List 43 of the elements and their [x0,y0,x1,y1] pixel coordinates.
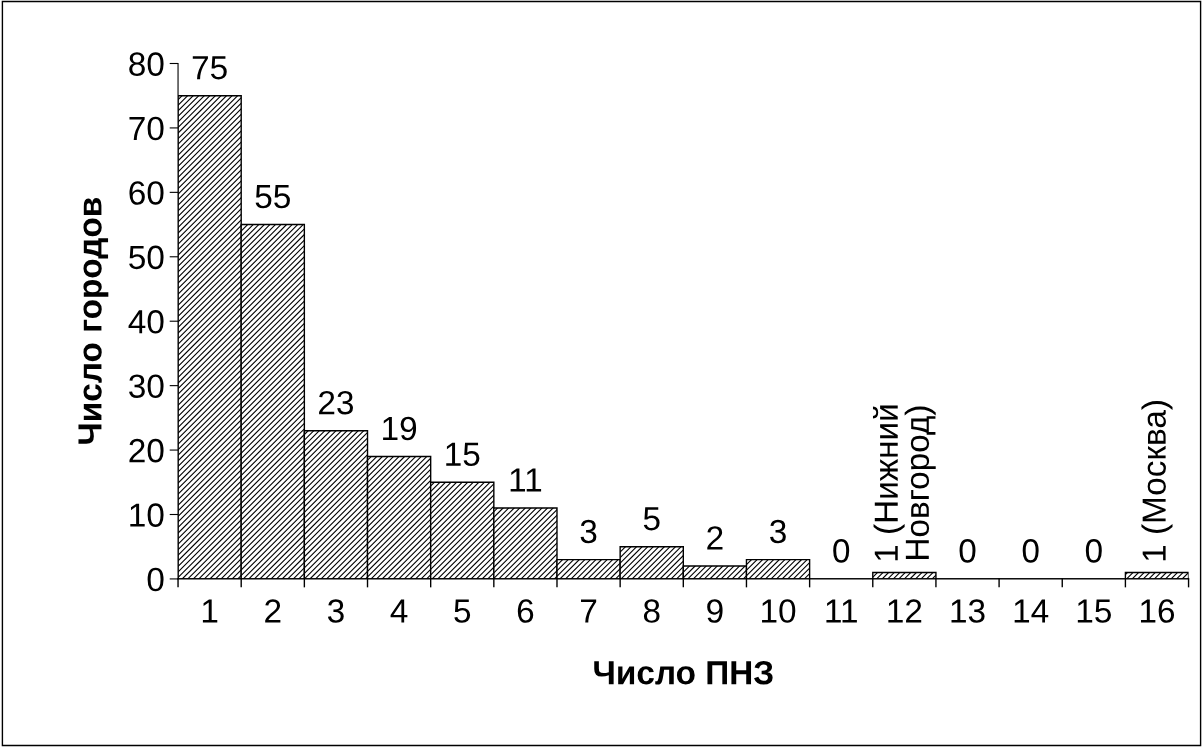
x-tick-label: 9 [707,599,723,623]
x-tick-label: 4 [390,599,408,623]
y-tick-label: 30 [129,374,164,399]
x-tick-label: 1 [202,599,218,623]
data-label: 0 [1022,539,1039,563]
data-label: 23 [319,390,354,415]
y-tick-label: 20 [129,438,164,463]
x-tick-label: 11 [826,599,857,623]
y-tick-label: 0 [147,567,164,592]
y-tick-label: 60 [129,181,164,205]
data-label: 19 [383,416,417,441]
data-label: 11 [510,468,542,492]
x-tick-label: 8 [643,599,660,623]
data-label: 5 [643,507,660,531]
x-tick-label: 12 [888,599,922,623]
y-tick-label: 80 [129,52,164,76]
data-label: 0 [959,539,976,563]
y-tick-label: 10 [130,503,164,527]
x-axis-title: Число ПНЗ [594,660,773,685]
x-tick-label: 10 [762,599,796,623]
x-tick-label: 13 [951,599,985,623]
data-label: 1 (Нижний Новгород) [872,405,936,561]
y-axis-title: Число городов [78,198,109,444]
data-label: 55 [255,185,290,209]
data-label: 3 [580,519,597,544]
x-tick-label: 7 [581,599,597,623]
x-tick-label: 5 [454,599,471,623]
data-label: 1 (Москва) [1141,401,1173,561]
x-tick-label: 6 [517,599,534,623]
x-tick-label: 16 [1140,599,1175,623]
y-tick-label: 50 [129,245,164,270]
y-tick-label: 70 [129,116,164,141]
data-label: 15 [446,442,480,467]
x-tick-label: 15 [1077,599,1111,623]
data-label: 2 [707,526,723,550]
data-label: 3 [770,519,786,544]
x-tick-label: 14 [1014,599,1049,623]
x-tick-label: 3 [327,599,344,623]
x-tick-label: 2 [265,599,281,623]
data-label: 75 [192,56,227,80]
data-label: 0 [833,539,850,563]
data-label: 0 [1085,539,1102,563]
y-tick-label: 40 [128,310,164,334]
